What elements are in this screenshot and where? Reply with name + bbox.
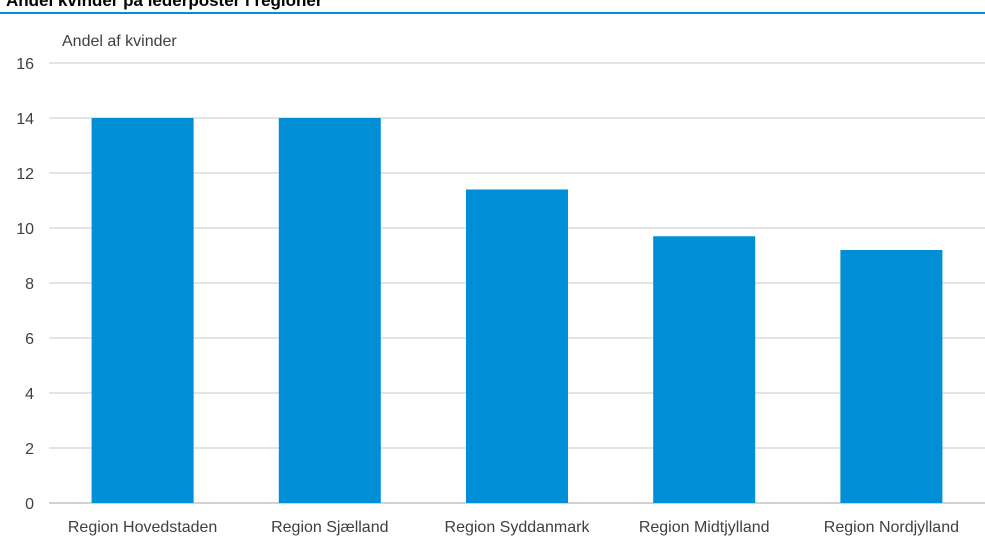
x-tick-label: Region Nordjylland <box>824 519 959 536</box>
chart-title: Andel kvinder på lederposter i regioner <box>6 0 323 10</box>
y-tick-label: 16 <box>16 56 34 73</box>
y-tick-label: 4 <box>25 386 34 403</box>
y-tick-label: 10 <box>16 221 34 238</box>
y-tick-label: 8 <box>25 276 34 293</box>
y-tick-label: 6 <box>25 331 34 348</box>
y-tick-label: 12 <box>16 166 34 183</box>
bar <box>653 236 756 503</box>
x-tick-label: Region Sjælland <box>271 519 388 536</box>
y-tick-label: 14 <box>16 111 34 128</box>
y-axis-ticks: 0 2 4 6 8 10 12 14 16 <box>16 56 34 513</box>
y-axis-label: Andel af kvinder <box>62 33 177 50</box>
title-rule <box>0 12 985 14</box>
y-tick-label: 0 <box>25 496 34 513</box>
x-tick-label: Region Syddanmark <box>445 519 591 536</box>
x-tick-label: Region Midtjylland <box>639 519 770 536</box>
x-tick-label: Region Hovedstaden <box>68 519 217 536</box>
bar <box>278 118 381 503</box>
bar <box>466 189 568 503</box>
bar <box>91 118 194 503</box>
chart-title-strip: Andel kvinder på lederposter i regioner <box>0 0 985 14</box>
x-axis-ticks: Region Hovedstaden Region Sjælland Region … <box>68 519 959 536</box>
y-tick-label: 2 <box>25 441 34 458</box>
bars <box>91 118 943 503</box>
bar <box>840 250 943 503</box>
